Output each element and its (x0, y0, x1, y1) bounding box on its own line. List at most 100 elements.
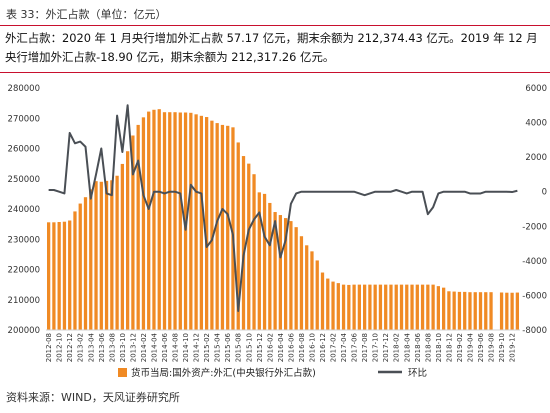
bar-2014-06 (162, 112, 167, 330)
bar-2013-09 (115, 175, 119, 330)
right-tick-label: -6000 (522, 291, 547, 301)
right-tick-label: 4000 (525, 119, 547, 129)
bar-2015-12 (257, 192, 261, 330)
bar-2014-02 (141, 117, 146, 330)
x-tick-label: 2015-04 (214, 332, 222, 362)
bar-2018-08 (426, 284, 430, 331)
x-tick-label: 2015-02 (203, 333, 211, 362)
right-tick-label: 6000 (525, 84, 547, 94)
x-tick-label: 2013-04 (87, 332, 95, 362)
bar-2014-11 (189, 112, 193, 330)
bar-2019-08 (489, 292, 493, 330)
bar-2016-05 (284, 218, 288, 330)
bar-2014-05 (157, 109, 161, 331)
x-tick-label: 2014-10 (182, 333, 190, 362)
bar-2019-01 (452, 291, 456, 330)
bar-2019-12 (510, 292, 514, 330)
x-tick-label: 2013-12 (129, 333, 137, 362)
bar-series (47, 109, 519, 331)
bar-2015-06 (226, 125, 230, 330)
bar-2012-08 (47, 222, 51, 330)
bar-2016-01 (262, 193, 267, 331)
bar-2018-12 (447, 291, 451, 330)
left-tick-label: 260000 (8, 145, 40, 155)
left-tick-label: 210000 (8, 296, 40, 306)
bar-2017-05 (347, 284, 351, 330)
bar-2013-07 (104, 180, 109, 330)
bar-2014-08 (173, 112, 177, 330)
left-tick-label: 250000 (8, 175, 40, 185)
bar-2015-11 (252, 174, 256, 330)
x-tick-label: 2014-02 (140, 333, 148, 362)
line-series-path (48, 104, 518, 312)
bar-2019-05 (473, 292, 477, 330)
bar-2017-10 (373, 284, 377, 331)
x-tick-label: 2019-02 (456, 333, 464, 362)
bar-2016-12 (320, 272, 325, 330)
bar-2018-11 (442, 287, 446, 330)
left-tick-label: 270000 (8, 114, 40, 124)
x-tick-label: 2017-04 (340, 332, 348, 362)
bar-2016-07 (294, 227, 298, 330)
x-tick-label: 2016-02 (266, 333, 274, 362)
source-note: 资料来源：WIND，天风证券研究所 (6, 391, 180, 404)
x-tick-label: 2019-12 (509, 333, 517, 362)
x-tick-label: 2016-06 (287, 332, 295, 362)
bar-2016-02 (268, 202, 272, 330)
legend-line-label: 环比 (408, 367, 427, 379)
x-tick-label: 2018-02 (393, 333, 401, 362)
bar-2017-06 (352, 284, 356, 331)
x-tick-label: 2013-08 (108, 333, 116, 362)
bar-2017-09 (368, 284, 372, 331)
bar-2015-08 (236, 142, 240, 330)
x-tick-label: 2019-06 (477, 332, 485, 362)
description-text: 外汇占款：2020 年 1 月央行增加外汇占款 57.17 亿元，期末余额为 2… (5, 31, 538, 64)
bar-2013-10 (120, 163, 124, 330)
x-tick-label: 2014-04 (151, 332, 159, 362)
bar-2019-11 (505, 292, 509, 330)
right-y-axis: -8000 -6000 -4000 -2000 0 2000 4000 6000 (522, 84, 547, 336)
bar-2018-04 (405, 284, 409, 331)
x-tick-label: 2018-08 (424, 333, 432, 362)
x-tick-label: 2014-12 (193, 333, 201, 362)
right-tick-label: -4000 (522, 257, 547, 267)
bar-2013-11 (126, 151, 130, 330)
legend-bar-swatch (118, 368, 127, 377)
bar-2016-09 (305, 245, 309, 330)
description-box: 外汇占款：2020 年 1 月央行增加外汇占款 57.17 亿元，期末余额为 2… (0, 25, 550, 73)
bar-2015-10 (247, 163, 251, 331)
bar-2014-12 (194, 114, 198, 330)
bar-2018-02 (394, 284, 398, 331)
bar-2017-01 (326, 278, 330, 330)
bar-2012-12 (68, 220, 72, 330)
bar-2017-03 (336, 283, 340, 330)
bar-2019-07 (484, 292, 488, 330)
bar-2012-09 (52, 222, 56, 330)
x-tick-label: 2016-08 (298, 333, 306, 362)
bar-2018-06 (415, 284, 419, 331)
left-tick-label: 200000 (8, 326, 40, 336)
x-tick-label: 2017-08 (361, 333, 369, 362)
bar-2013-05 (94, 181, 98, 330)
x-tick-label: 2015-08 (235, 333, 243, 362)
bar-2016-10 (310, 251, 314, 330)
dual-axis-chart: 200000 210000 220000 230000 240000 250000 2600… (8, 84, 547, 379)
bar-2019-10 (499, 292, 504, 330)
bar-2015-04 (215, 123, 219, 330)
bar-2013-12 (131, 135, 135, 330)
bar-2017-11 (378, 284, 383, 331)
bar-2014-07 (168, 112, 172, 330)
left-y-axis: 200000 210000 220000 230000 240000 250000 2600… (8, 84, 40, 336)
x-tick-label: 2017-10 (372, 333, 380, 362)
bar-2015-02 (205, 117, 209, 330)
x-tick-label: 2012-08 (45, 333, 53, 362)
bar-2013-02 (78, 203, 82, 330)
x-tick-label: 2017-02 (330, 333, 338, 362)
bar-2016-08 (299, 236, 304, 330)
x-tick-label: 2013-02 (77, 333, 85, 362)
bar-2018-07 (420, 284, 425, 331)
x-tick-label: 2016-04 (277, 332, 285, 362)
x-tick-label: 2018-10 (435, 333, 443, 362)
x-tick-label: 2019-10 (498, 333, 506, 362)
bar-2017-02 (331, 281, 335, 330)
